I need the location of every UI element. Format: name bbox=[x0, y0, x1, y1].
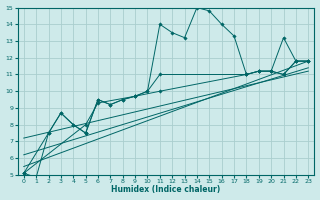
X-axis label: Humidex (Indice chaleur): Humidex (Indice chaleur) bbox=[111, 185, 221, 194]
